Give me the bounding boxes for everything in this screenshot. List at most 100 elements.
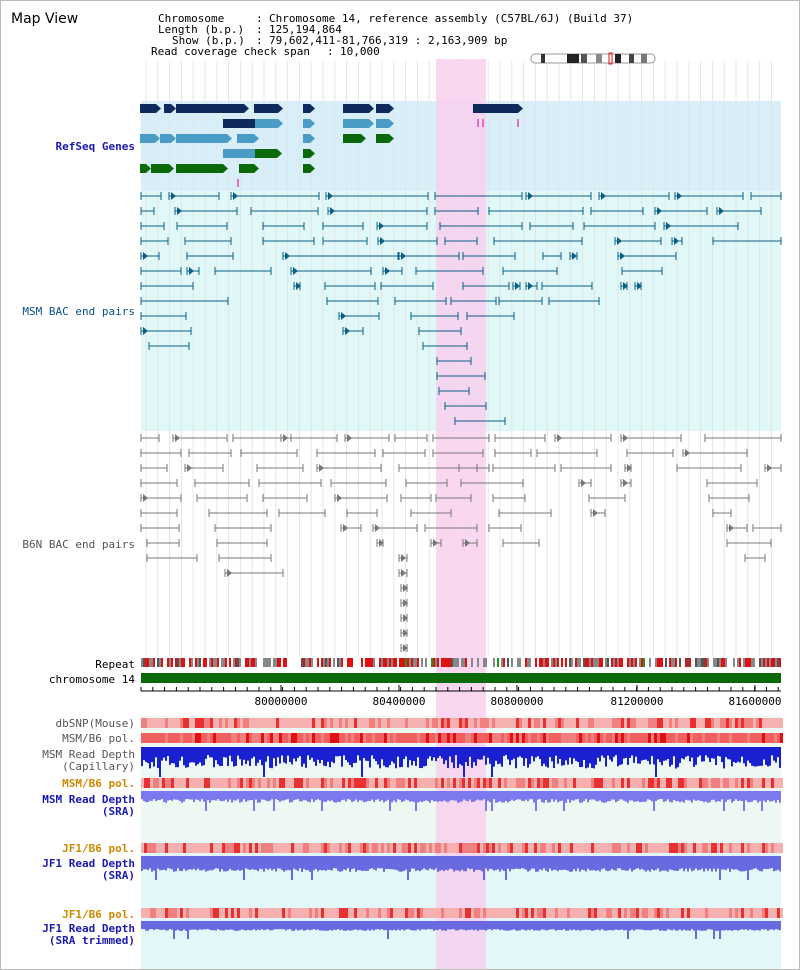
polymorphism-cell [426,733,429,743]
polymorphism-cell [243,733,246,743]
read-depth-bar [167,747,169,756]
polymorphism-cell [546,843,549,853]
read-depth-bar [323,921,325,931]
polymorphism-cell [270,908,273,918]
read-depth-bar [519,747,521,757]
read-depth-bar [293,856,295,869]
polymorphism-cell [237,733,240,743]
polymorphism-cell [675,733,678,743]
read-depth-bar [455,791,457,801]
polymorphism-cell [729,718,732,728]
polymorphism-cell [150,908,153,918]
read-depth-bar [205,747,207,759]
repeat-block [277,658,279,667]
read-depth-bar [741,791,743,801]
polymorphism-cell [366,778,369,788]
repeat-block [387,658,389,667]
polymorphism-cell [285,843,288,853]
read-depth-bar [225,856,227,872]
read-depth-bar [613,921,615,931]
read-depth-bar [593,921,595,931]
read-depth-bar [743,747,745,764]
polymorphism-cell [591,718,594,728]
read-depth-bar [687,747,689,756]
polymorphism-cell [411,733,414,743]
read-depth-bar [705,856,707,869]
read-depth-bar [261,921,263,930]
repeat-block [203,658,205,667]
read-depth-bar [325,747,327,767]
polymorphism-cell [552,733,555,743]
polymorphism-cell [618,908,621,918]
read-depth-bar [693,856,695,871]
read-depth-bar [579,856,581,872]
read-depth-bar [761,791,763,811]
read-depth-bar [617,856,619,869]
read-depth-bar [567,856,569,871]
polymorphism-cell [177,718,180,728]
polymorphism-cell [669,778,672,788]
polymorphism-cell [762,778,765,788]
repeat-block [169,658,171,667]
read-depth-bar [165,921,167,931]
read-depth-bar [151,921,153,930]
read-depth-bar [423,921,425,930]
read-depth-bar [751,791,753,802]
polymorphism-cell [594,733,597,743]
repeat-block [665,658,667,667]
read-depth-bar [625,856,627,871]
polymorphism-cell [681,718,684,728]
polymorphism-cell [585,843,588,853]
polymorphism-cell [780,778,783,788]
read-depth-bar [699,791,701,801]
read-depth-bar [235,747,237,766]
read-depth-bar [473,791,475,802]
read-depth-bar [277,791,279,800]
repeat-block [433,658,435,667]
read-depth-bar [195,856,197,871]
page-title: Map View [11,11,79,27]
read-depth-bar [479,747,481,760]
read-depth-bar [495,747,497,761]
read-depth-bar [507,747,509,760]
read-depth-bar [573,791,575,801]
read-depth-bar [773,856,775,872]
polymorphism-cell [669,843,672,853]
read-depth-bar [369,791,371,801]
repeat-block [763,658,765,667]
read-depth-bar [223,921,225,931]
read-depth-bar [649,791,651,800]
read-depth-bar [463,856,465,872]
read-depth-bar [641,791,643,802]
polymorphism-cell [165,733,168,743]
polymorphism-cell [732,733,735,743]
polymorphism-cell [261,733,264,743]
b6n-bac-arrow [627,464,632,472]
read-depth-bar [627,747,629,765]
read-depth-bar [265,747,267,762]
polymorphism-cell [150,778,153,788]
read-depth-bar [217,791,219,799]
polymorphism-cell [774,843,777,853]
read-depth-bar [253,856,255,870]
polymorphism-cell [369,843,372,853]
read-depth-bar [771,921,773,930]
polymorphism-cell [375,718,378,728]
polymorphism-cell [168,718,171,728]
repeat-block [247,658,249,667]
read-depth-bar [467,791,469,802]
read-depth-bar [469,921,471,930]
polymorphism-cell [741,733,744,743]
read-depth-bar [383,856,385,872]
read-depth-bar [193,747,195,763]
read-depth-bar [779,921,781,931]
read-depth-bar [569,856,571,872]
polymorphism-cell [360,778,363,788]
chromosome-bar [141,673,781,683]
polymorphism-cell [327,843,330,853]
gene-arrow [171,134,176,143]
repeat-block [255,658,257,667]
read-depth-bar [743,856,745,872]
read-depth-bar [229,921,231,930]
